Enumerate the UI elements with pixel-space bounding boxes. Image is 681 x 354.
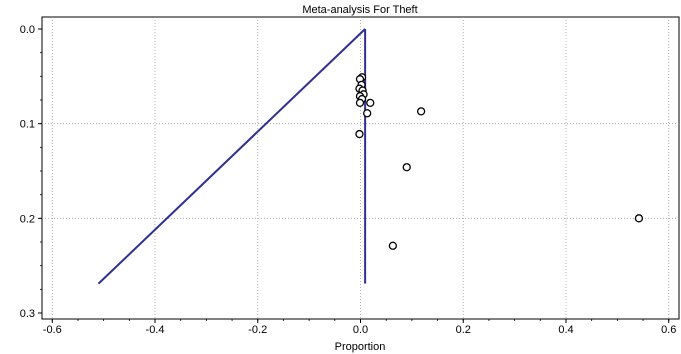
data-point (355, 98, 365, 107)
x-tick-label: 0.4 (558, 324, 573, 336)
data-point (363, 109, 372, 118)
x-tick-label: -0.2 (248, 324, 267, 336)
y-tick-label: 0.3 (20, 308, 35, 320)
x-tick-label: 0.0 (353, 324, 368, 336)
x-axis-label: Proportion (335, 341, 386, 353)
data-points (355, 73, 644, 250)
y-tick-label: 0.0 (20, 24, 35, 36)
data-point (388, 241, 398, 250)
y-tick-label: 0.1 (20, 119, 35, 131)
data-point (402, 163, 411, 172)
grid-lines (42, 17, 679, 319)
reference-lines (97, 28, 367, 285)
x-tick-label: -0.4 (146, 324, 165, 336)
data-point (366, 98, 375, 107)
data-point (355, 129, 364, 139)
funnel-line (97, 28, 366, 285)
x-tick-label: 0.2 (456, 324, 471, 336)
data-point (416, 107, 426, 116)
tick-labels: -0.6 -0.4 -0.2 0.0 0.2 0.4 0.6 0.0 0.1 0.2 0.3 (20, 24, 677, 336)
axis-ticks (38, 28, 670, 323)
y-tick-label: 0.2 (20, 213, 35, 225)
chart-title: Meta-analysis For Theft (302, 4, 417, 16)
x-tick-label: -0.6 (43, 324, 62, 336)
x-tick-label: 0.6 (661, 324, 676, 336)
data-point (634, 214, 644, 223)
